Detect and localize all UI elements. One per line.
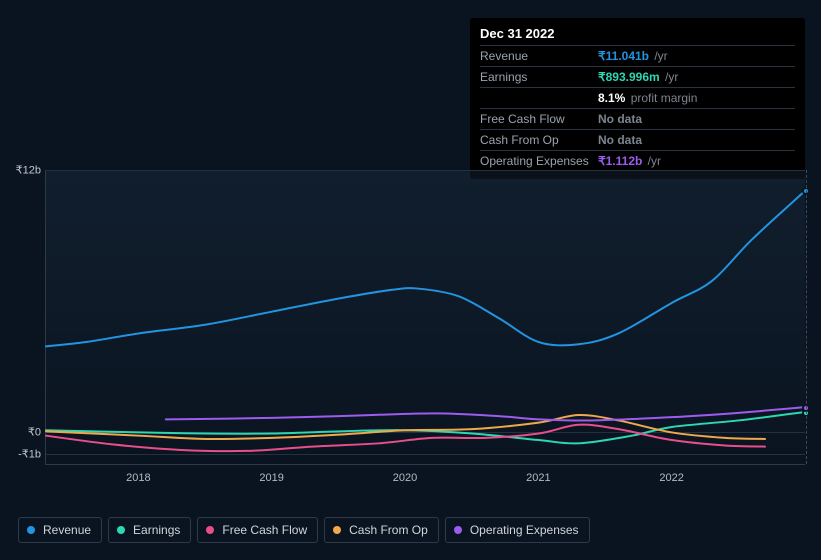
- legend-label: Free Cash Flow: [222, 523, 307, 537]
- tooltip-row: Earnings₹893.996m /yr: [480, 66, 795, 87]
- chart-tooltip: Dec 31 2022 Revenue₹11.041b /yrEarnings₹…: [470, 18, 805, 179]
- x-tick-label: 2022: [659, 472, 683, 484]
- tooltip-row-label: Earnings: [480, 70, 598, 84]
- legend: Revenue Earnings Free Cash Flow Cash From O…: [18, 517, 590, 543]
- legend-swatch: [206, 526, 214, 534]
- legend-label: Operating Expenses: [470, 523, 579, 537]
- y-tick-label: ₹12b: [16, 164, 41, 177]
- x-tick-label: 2019: [259, 472, 283, 484]
- line-chart[interactable]: ₹12b₹0-₹1b 20182019202020212022: [15, 160, 805, 480]
- legend-item-opex[interactable]: Operating Expenses: [445, 517, 590, 543]
- tooltip-row-value: ₹11.041b /yr: [598, 49, 668, 63]
- legend-item-fcf[interactable]: Free Cash Flow: [197, 517, 318, 543]
- legend-label: Earnings: [133, 523, 180, 537]
- hover-line: [806, 170, 807, 464]
- tooltip-row: Free Cash FlowNo data: [480, 108, 795, 129]
- plot-area[interactable]: [45, 170, 805, 465]
- tooltip-row: 8.1% profit margin: [480, 87, 795, 108]
- tooltip-row-label: Free Cash Flow: [480, 112, 598, 126]
- tooltip-row-value: No data: [598, 112, 642, 126]
- legend-swatch: [117, 526, 125, 534]
- y-tick-label: -₹1b: [18, 448, 41, 461]
- y-tick-label: ₹0: [28, 426, 41, 439]
- x-tick-label: 2021: [526, 472, 550, 484]
- tooltip-rows: Revenue₹11.041b /yrEarnings₹893.996m /yr…: [480, 45, 795, 171]
- tooltip-row-value: 8.1% profit margin: [598, 91, 697, 105]
- legend-item-earnings[interactable]: Earnings: [108, 517, 191, 543]
- tooltip-row-label: Cash From Op: [480, 133, 598, 147]
- series-revenue: [46, 191, 805, 346]
- legend-item-cfo[interactable]: Cash From Op: [324, 517, 439, 543]
- chart-svg: [46, 170, 805, 464]
- x-tick-label: 2020: [393, 472, 417, 484]
- tooltip-row-label: Revenue: [480, 49, 598, 63]
- tooltip-row-value: ₹893.996m /yr: [598, 70, 678, 84]
- tooltip-row: Revenue₹11.041b /yr: [480, 45, 795, 66]
- legend-item-revenue[interactable]: Revenue: [18, 517, 102, 543]
- series-opex: [166, 407, 805, 420]
- legend-swatch: [27, 526, 35, 534]
- legend-label: Cash From Op: [349, 523, 428, 537]
- legend-swatch: [454, 526, 462, 534]
- legend-label: Revenue: [43, 523, 91, 537]
- tooltip-row-label: [480, 91, 598, 105]
- tooltip-row-value: No data: [598, 133, 642, 147]
- legend-swatch: [333, 526, 341, 534]
- x-tick-label: 2018: [126, 472, 150, 484]
- tooltip-date: Dec 31 2022: [480, 26, 795, 45]
- tooltip-row: Cash From OpNo data: [480, 129, 795, 150]
